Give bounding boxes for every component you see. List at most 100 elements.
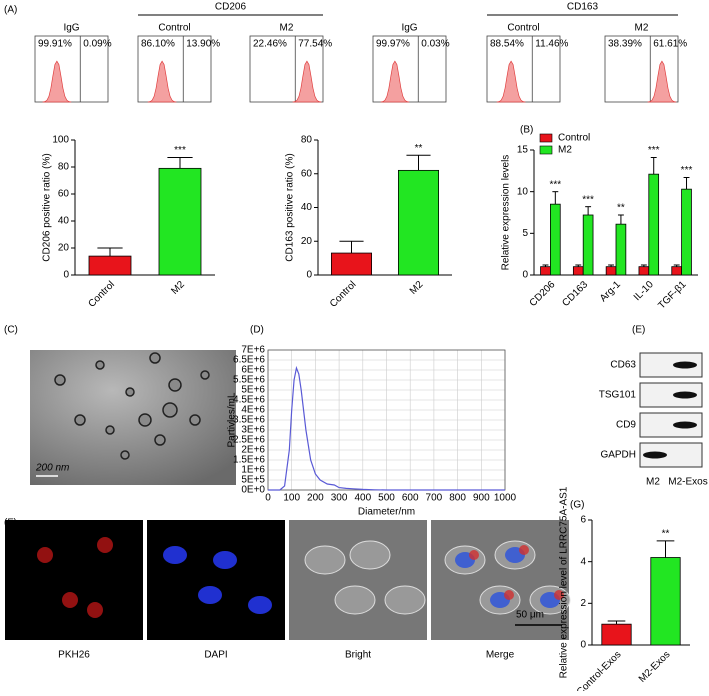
cell	[334, 585, 376, 615]
panel-label: (C)	[4, 325, 18, 336]
y-tick-label: 2	[580, 598, 586, 609]
x-tick-label: 200	[307, 493, 324, 504]
panel-label: (G)	[570, 500, 584, 511]
flow-title: M2	[635, 23, 649, 34]
panel-label: (A)	[4, 5, 17, 16]
micrograph-label: DAPI	[204, 650, 227, 661]
vesicle	[168, 378, 182, 392]
x-tick-label: Control-Exos	[575, 649, 624, 691]
pkh-signal	[62, 592, 78, 608]
panel-label: (E)	[632, 325, 645, 336]
x-tick-label: IL-10	[632, 279, 656, 303]
nucleus	[198, 586, 222, 604]
flow-right: 13.90%	[186, 39, 220, 50]
y-axis-label: Relative expression level of LRRC75A-AS1	[559, 486, 570, 678]
blot-row-label: TSG101	[599, 390, 637, 401]
bar	[572, 266, 584, 276]
y-tick-label: 60	[58, 189, 70, 200]
y-tick-label: 0	[580, 640, 586, 651]
pkh-signal	[504, 590, 514, 600]
flow-title: IgG	[63, 23, 79, 34]
flow-histogram	[496, 60, 526, 103]
bar	[582, 214, 594, 276]
panel-label: (B)	[520, 125, 533, 136]
flow-histogram	[647, 60, 677, 103]
blot-row-label: CD9	[616, 420, 636, 431]
x-tick-label: M2	[169, 279, 187, 297]
flow-left: 99.97%	[376, 39, 410, 50]
pkh-signal	[469, 550, 479, 560]
flow-right: 0.03%	[421, 39, 449, 50]
y-tick-label: 7E+6	[241, 345, 265, 356]
micrograph	[289, 520, 427, 640]
micrograph	[5, 520, 143, 640]
x-tick-label: 400	[354, 493, 371, 504]
y-tick-label: 3.5E+6	[233, 415, 265, 426]
line-series	[268, 365, 505, 491]
pkh-signal	[554, 590, 564, 600]
x-tick-label: M2-Exos	[637, 649, 673, 685]
bar	[601, 623, 632, 646]
legend-swatch	[539, 145, 553, 155]
flow-histogram	[147, 60, 177, 103]
y-tick-label: 6.5E+6	[233, 355, 265, 366]
y-axis-label: CD206 positive ratio (%)	[42, 153, 53, 261]
bar	[671, 266, 683, 276]
micrograph-label: Merge	[486, 650, 515, 661]
x-tick-label: CD206	[528, 279, 558, 309]
vesicle	[120, 450, 130, 460]
x-tick-label: 100	[283, 493, 300, 504]
significance: ***	[681, 165, 693, 176]
pkh-signal	[37, 547, 53, 563]
x-axis-label: Diameter/nm	[358, 507, 415, 518]
x-tick-label: 500	[378, 493, 395, 504]
flow-histogram	[292, 60, 322, 103]
micrograph	[147, 520, 285, 640]
bar	[330, 252, 372, 276]
y-tick-label: 5.5E+6	[233, 375, 265, 386]
y-tick-label: 80	[58, 162, 70, 173]
y-tick-label: 1E+6	[241, 465, 265, 476]
x-tick-label: Arg-1	[598, 279, 623, 304]
y-tick-label: 4.5E+6	[233, 395, 265, 406]
micrograph-label: PKH26	[58, 650, 90, 661]
y-tick-label: 80	[301, 135, 313, 146]
bar	[540, 266, 551, 276]
pkh-signal	[87, 602, 103, 618]
vesicle	[54, 374, 66, 386]
bar	[88, 255, 132, 276]
em-scale: 200 nm	[35, 463, 69, 474]
panel-label: (D)	[250, 325, 264, 336]
y-tick-label: 1.5E+6	[233, 455, 265, 466]
vesicle	[189, 414, 201, 426]
blot-band	[643, 451, 667, 459]
y-tick-label: 60	[301, 168, 313, 179]
legend-label: Control	[558, 133, 590, 144]
x-tick-label: CD163	[560, 279, 590, 309]
bar	[397, 169, 439, 276]
y-axis-label: CD163 positive ratio (%)	[285, 153, 296, 261]
x-tick-label: M2	[408, 279, 426, 297]
flow-left: 88.54%	[490, 39, 524, 50]
y-axis-label: Relative expression levels	[501, 155, 512, 271]
vesicle	[95, 360, 105, 370]
x-tick-label: 300	[331, 493, 348, 504]
nucleus	[163, 546, 187, 564]
x-tick-label: 700	[426, 493, 443, 504]
blot-band	[673, 391, 697, 399]
bar	[648, 173, 660, 276]
vesicle	[162, 402, 178, 418]
nucleus	[213, 551, 237, 569]
cell	[304, 545, 346, 575]
fl-scale: 50 μm	[516, 610, 544, 621]
bar	[615, 223, 627, 276]
y-tick-label: 3E+6	[241, 425, 265, 436]
vesicle	[138, 413, 152, 427]
flow-box	[604, 35, 679, 103]
cell	[384, 585, 426, 615]
significance: ***	[174, 145, 186, 156]
significance: **	[415, 143, 423, 154]
pkh-signal	[97, 537, 113, 553]
y-tick-label: 4E+6	[241, 405, 265, 416]
y-tick-label: 40	[301, 202, 313, 213]
